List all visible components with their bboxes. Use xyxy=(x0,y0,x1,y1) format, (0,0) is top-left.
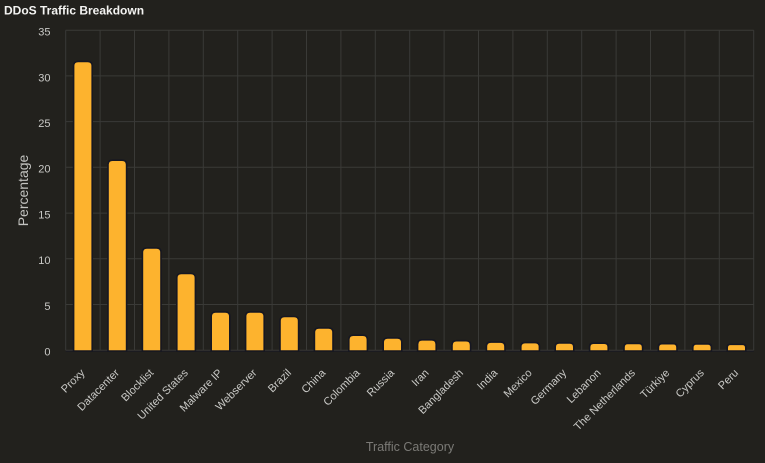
svg-text:Percentage: Percentage xyxy=(15,154,31,226)
svg-text:Traffic Category: Traffic Category xyxy=(366,440,455,454)
svg-text:25: 25 xyxy=(38,118,50,130)
svg-text:15: 15 xyxy=(38,210,50,222)
svg-text:0: 0 xyxy=(44,347,50,359)
svg-text:30: 30 xyxy=(38,72,50,84)
svg-text:10: 10 xyxy=(38,255,50,267)
svg-text:5: 5 xyxy=(44,301,50,313)
svg-text:DDoS Traffic Breakdown: DDoS Traffic Breakdown xyxy=(4,4,144,18)
svg-text:20: 20 xyxy=(38,164,50,176)
svg-text:35: 35 xyxy=(38,27,50,39)
